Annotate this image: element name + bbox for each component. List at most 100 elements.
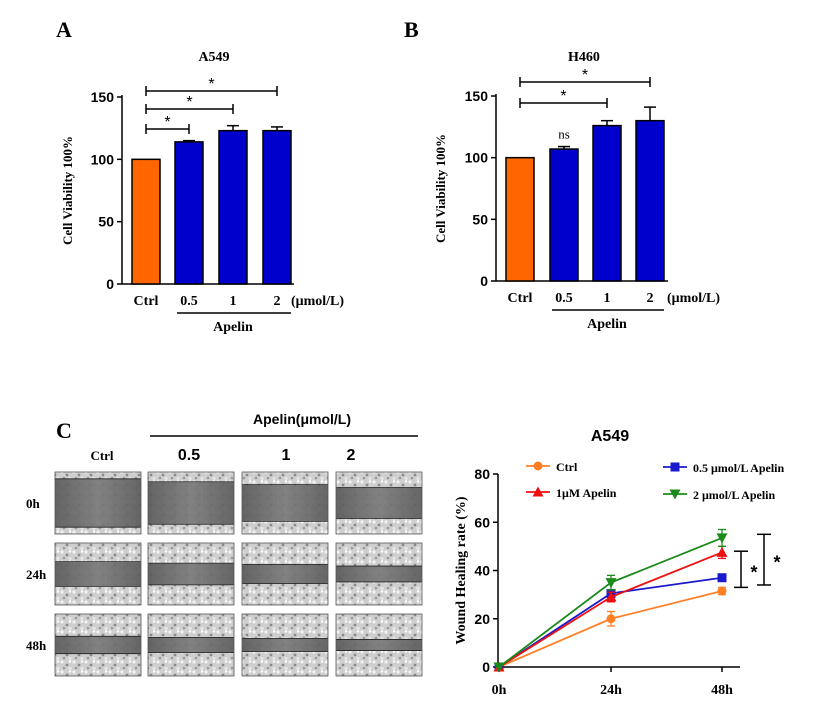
wound-legend-marker-2 (532, 486, 544, 497)
micrograph-group-header: Apelin(μmol/L) (253, 411, 351, 427)
micrograph-tile-border-1-1 (147, 542, 235, 606)
h460-bar-bar-3 (635, 119, 665, 282)
h460-bar-y-tick-label-0: 0 (480, 273, 488, 289)
h460-bar-x-tick-label-2: 1 (604, 291, 611, 306)
micrograph-row-label-1: 24h (26, 567, 47, 582)
h460-bar-sig-star-0: * (560, 88, 566, 105)
a549-bar-y-tick-label-1: 50 (98, 214, 114, 230)
micrograph-col-label-3: 2 (347, 447, 356, 464)
micrograph-wound-gap-1-3 (336, 566, 422, 582)
wound-sig-star-0: * (750, 562, 757, 582)
a549-bar-y-tick-label-2: 100 (91, 151, 115, 167)
micrograph-tile-border-1-0 (54, 542, 142, 606)
wound-x-tick-label-0: 0h (492, 683, 507, 698)
micrograph-wound-gap-1-0 (55, 561, 141, 587)
wound-series-line-2 (498, 551, 723, 668)
micrograph-wound-gap-1-2 (242, 564, 328, 584)
wound-legend-label-2: 1μM Apelin (556, 486, 617, 500)
wound-point-0-2 (717, 586, 727, 596)
a549-bar-title: A549 (198, 50, 229, 65)
h460-bar-value-label-1: ns (558, 127, 570, 142)
a549-bar-bar-1 (174, 141, 204, 285)
a549-bar-bar-2 (218, 129, 248, 285)
micrograph-wound-gap-0-0 (55, 478, 141, 528)
micrograph-wound-gap-2-0 (55, 636, 141, 654)
micrograph-wound-gap-0-2 (242, 484, 328, 522)
a549-bar-bar-3 (262, 129, 292, 285)
a549-bar-x-tick-label-2: 1 (230, 294, 237, 309)
h460-bar-x-tick-label-0: Ctrl (508, 291, 533, 306)
panel-label-a: A (56, 17, 72, 42)
h460-bar-x-tick-label-3: 2 (647, 291, 654, 306)
a549-bar-y-tick-label-0: 0 (106, 276, 114, 292)
wound-legend-label-0: Ctrl (556, 460, 578, 474)
panel-label-b: B (404, 17, 419, 42)
micrograph-wound-gap-2-3 (336, 639, 422, 651)
micrograph-grid: Apelin(μmol/L) Ctrl 0.5 1 2 0h 24h 48h (26, 411, 423, 677)
micrograph-tile-border-2-2 (241, 613, 329, 677)
wound-y-tick-label-3: 60 (474, 514, 490, 530)
micrograph-tile-border-2-3 (335, 613, 423, 677)
h460-bar-sig-star-1: * (582, 67, 588, 84)
wound-point-3-1 (605, 578, 617, 589)
a549-bar-x-tick-label-1: 0.5 (180, 294, 198, 309)
wound-point-1-2 (717, 573, 727, 583)
h460-bar-group-label: Apelin (587, 317, 627, 332)
micrograph-tile-border-0-0 (54, 471, 142, 535)
h460-bar-bar-2 (592, 124, 622, 282)
micrograph-tile-border-1-2 (241, 542, 329, 606)
micrograph-col-label-2: 1 (282, 447, 291, 464)
chart-a549-viability: A549 0 50 100 150 Cell Viability 100% Ctrl 0.5 1… (60, 50, 344, 335)
micrograph-tile-border-0-2 (241, 471, 329, 535)
wound-point-0-1 (606, 614, 616, 624)
a549-bar-y-label: Cell Viability 100% (60, 136, 75, 245)
micrograph-col-label-1: 0.5 (178, 447, 200, 464)
wound-x-tick-label-1: 24h (600, 683, 622, 698)
wound-legend-marker-0 (533, 461, 543, 471)
micrograph-tile-border-2-0 (54, 613, 142, 677)
h460-bar-y-tick-label-3: 150 (465, 88, 489, 104)
wound-point-2-2 (716, 546, 728, 557)
chart-h460-viability: H460 0 50 100 150 Cell Viability 100% Ctrl 0.5 n… (433, 50, 720, 332)
h460-bar-unit-label: (μmol/L) (667, 291, 720, 306)
micrograph-col-label-0: Ctrl (90, 448, 113, 463)
micrograph-row-label-0: 0h (26, 496, 41, 511)
wound-x-tick-label-2: 48h (711, 683, 733, 698)
h460-bar-y-tick-label-1: 50 (472, 211, 488, 227)
h460-bar-x-tick-label-1: 0.5 (555, 291, 573, 306)
a549-bar-x-tick-label-3: 2 (274, 294, 281, 309)
a549-bar-group-label: Apelin (213, 320, 253, 335)
a549-bar-sig-star-2: * (208, 76, 214, 93)
a549-bar-unit-label: (μmol/L) (291, 294, 344, 309)
micrograph-row-label-2: 48h (26, 638, 47, 653)
micrograph-wound-gap-2-2 (242, 638, 328, 652)
wound-y-tick-label-0: 0 (482, 659, 490, 675)
wound-y-tick-label-2: 40 (474, 563, 490, 579)
wound-legend-label-1: 0.5 μmol/L Apelin (693, 461, 784, 475)
wound-y-label: Wound Healing rate (%) (454, 496, 469, 645)
a549-bar-sig-star-0: * (164, 114, 170, 131)
h460-bar-y-label: Cell Viability 100% (433, 134, 448, 243)
h460-bar-bar-1 (549, 148, 579, 282)
chart-wound-healing: A549 0 20 40 60 80 0h 24h 48h Wound Healing rate … (454, 428, 784, 698)
wound-point-3-0 (493, 662, 505, 673)
micrograph-wound-gap-2-1 (148, 637, 234, 653)
micrograph-tile-border-2-1 (147, 613, 235, 677)
micrograph-wound-gap-0-3 (336, 487, 422, 519)
wound-y-tick-label-4: 80 (474, 466, 490, 482)
wound-legend-marker-1 (670, 462, 680, 472)
a549-bar-x-tick-label-0: Ctrl (134, 294, 159, 309)
micrograph-wound-gap-1-1 (148, 563, 234, 585)
a549-bar-bar-0 (131, 158, 161, 285)
wound-sig-star-1: * (773, 553, 780, 573)
micrograph-tile-border-1-3 (335, 542, 423, 606)
wound-point-2-1 (605, 591, 617, 602)
panel-label-c: C (56, 418, 72, 443)
a549-bar-sig-star-1: * (186, 94, 192, 111)
micrograph-tile-border-0-3 (335, 471, 423, 535)
h460-bar-y-tick-label-2: 100 (465, 150, 489, 166)
wound-legend-marker-3 (669, 489, 681, 500)
a549-bar-y-tick-label-3: 150 (91, 89, 115, 105)
h460-bar-bar-0 (505, 156, 535, 282)
